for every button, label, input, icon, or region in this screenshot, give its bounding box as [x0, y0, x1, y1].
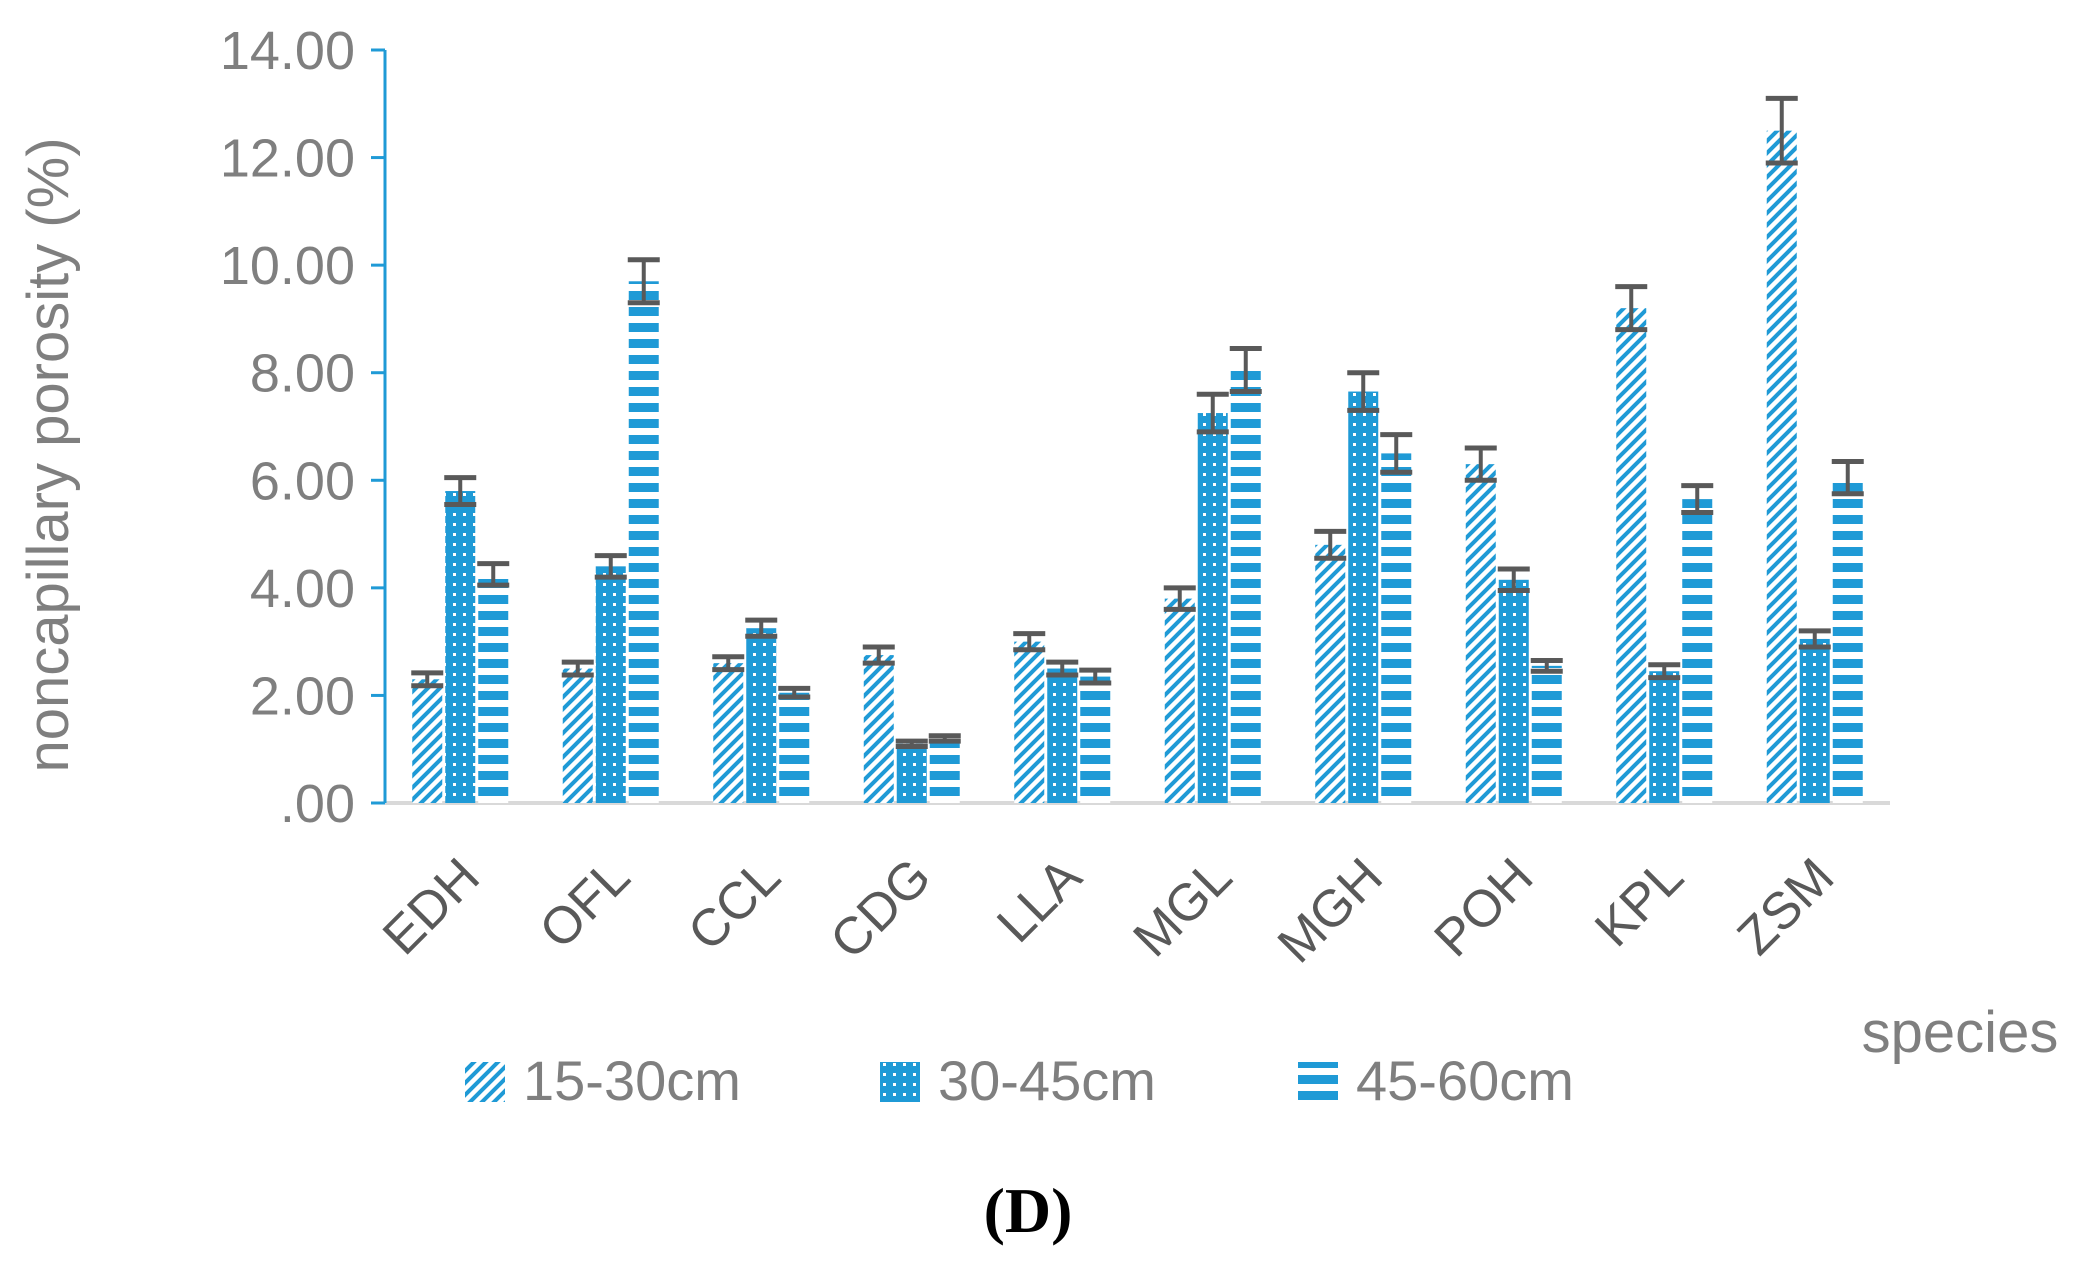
bar-poh-45-60cm [1531, 665, 1562, 803]
bar-mgh-30-45cm [1348, 391, 1379, 803]
y-tick-label: 10.00 [220, 236, 355, 296]
legend-label: 45-60cm [1356, 1049, 1574, 1112]
x-tick-label: EDH [372, 847, 491, 966]
bar-ofl-30-45cm [595, 566, 626, 803]
bar-kpl-30-45cm [1649, 671, 1680, 803]
legend-label: 15-30cm [523, 1049, 741, 1112]
x-tick-label: CCL [677, 847, 792, 962]
bar-mgl-30-45cm [1197, 413, 1228, 803]
y-tick-label: 8.00 [250, 344, 355, 404]
bar-mgl-15-30cm [1164, 598, 1195, 803]
legend: 15-30cm 30-45cm 45-60cm [465, 1049, 1574, 1112]
legend-swatch-45-60cm [1298, 1062, 1338, 1102]
bar-edh-30-45cm [445, 491, 476, 803]
bar-lla-30-45cm [1047, 668, 1078, 803]
x-tick-label: CDG [820, 847, 943, 970]
y-tick-label: 4.00 [250, 559, 355, 619]
bar-ccl-15-30cm [713, 663, 744, 803]
panel-label: (D) [984, 1175, 1073, 1246]
x-axis-title: species [1862, 1000, 2059, 1065]
y-axis-title: noncapillary porosity (%) [16, 137, 81, 772]
x-tick-label: LLA [986, 847, 1093, 954]
bar-edh-15-30cm [412, 679, 443, 803]
x-tick-label: KPL [1584, 847, 1695, 958]
bar-ccl-45-60cm [779, 692, 810, 803]
bar-kpl-15-30cm [1616, 308, 1647, 803]
x-tick-label: MGL [1123, 847, 1244, 968]
legend-label: 30-45cm [938, 1049, 1156, 1112]
plot-area: .00 2.00 4.00 6.00 8.00 10.00 12.00 14.00 EDH OFL… [220, 21, 1890, 974]
bar-zsm-15-30cm [1766, 130, 1797, 803]
bar-cdg-45-60cm [929, 738, 960, 803]
y-tick-label: 12.00 [220, 129, 355, 189]
bar-edh-45-60cm [478, 574, 509, 803]
bar-poh-15-30cm [1465, 464, 1496, 803]
bar-mgh-45-60cm [1381, 453, 1412, 803]
bar-zsm-45-60cm [1832, 477, 1863, 803]
bar-kpl-45-60cm [1682, 499, 1713, 803]
bar-lla-15-30cm [1014, 641, 1045, 803]
bar-cdg-30-45cm [896, 743, 927, 803]
bar-lla-45-60cm [1080, 676, 1111, 803]
bar-mgl-45-60cm [1230, 370, 1261, 803]
legend-swatch-30-45cm [880, 1062, 920, 1102]
y-tick-label: .00 [280, 774, 355, 834]
y-tick-label: 14.00 [220, 21, 355, 81]
bar-mgh-15-30cm [1315, 544, 1346, 803]
bar-cdg-15-30cm [863, 655, 894, 803]
y-tick-label: 6.00 [250, 451, 355, 511]
bar-ccl-30-45cm [746, 628, 777, 803]
x-tick-label: ZSM [1727, 847, 1846, 966]
bar-ofl-45-60cm [628, 281, 659, 803]
bar-zsm-30-45cm [1799, 638, 1830, 803]
legend-swatch-15-30cm [465, 1062, 505, 1102]
bar-ofl-15-30cm [562, 668, 593, 803]
y-tick-label: 2.00 [250, 666, 355, 726]
x-tick-label: OFL [529, 847, 642, 960]
bar-poh-30-45cm [1498, 579, 1529, 803]
x-tick-label: MGH [1267, 847, 1394, 974]
x-tick-label: POH [1424, 847, 1545, 968]
